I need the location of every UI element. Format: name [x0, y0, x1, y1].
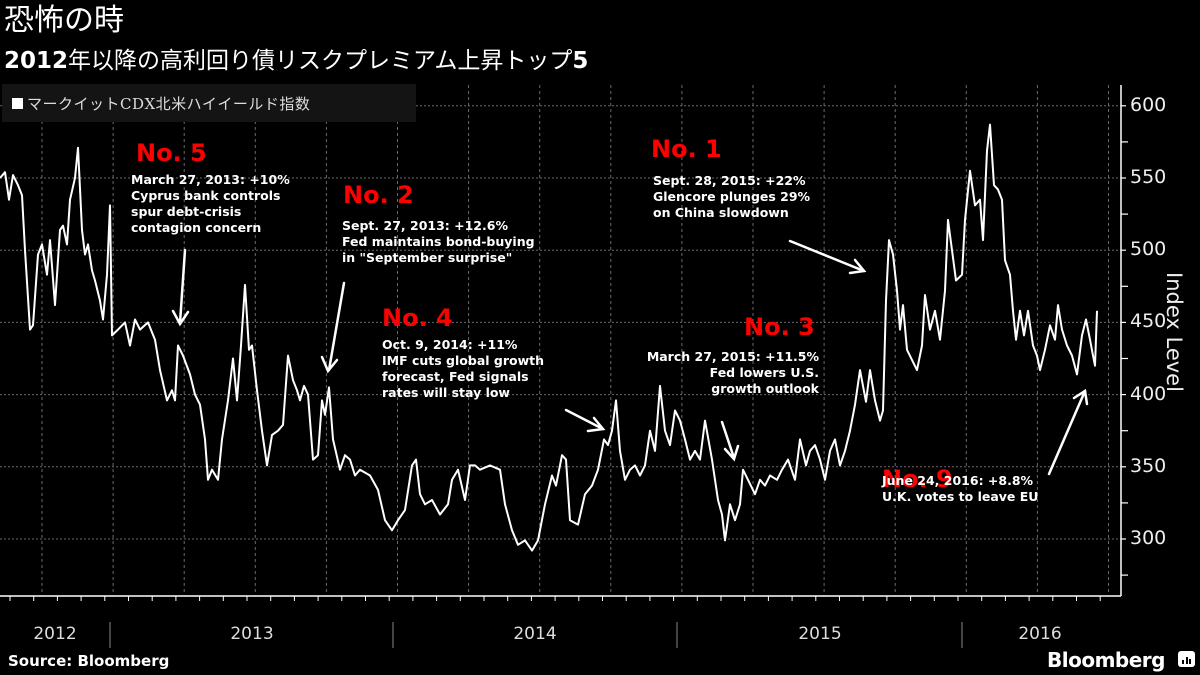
arrow-no3-icon	[720, 420, 740, 462]
x-year-label: 2014	[513, 624, 557, 644]
subtitle-text: 年以降の高利回り債リスクプレミアム上昇トップ	[68, 48, 573, 74]
x-year-label: 2013	[230, 624, 274, 644]
annotation-text-5: March 27, 2013: +10% Cyprus bank control…	[131, 172, 290, 235]
annotation-rank-2: No. 2	[343, 181, 414, 209]
annotation-rank-9: No. 9	[882, 465, 953, 493]
bloomberg-logo: Bloomberg	[1047, 648, 1165, 672]
annotation-text-9: June 24, 2016: +8.8% U.K. votes to leave…	[882, 473, 1039, 504]
x-year-label: 2012	[33, 624, 77, 644]
arrow-no1-icon	[788, 239, 867, 275]
subtitle-count: 5	[572, 48, 589, 74]
arrow-no4-icon	[564, 408, 606, 433]
arrow-no9-icon	[1047, 388, 1089, 476]
source-note: Source: Bloomberg	[8, 652, 170, 670]
subtitle-year: 2012	[4, 48, 69, 74]
annotation-text-2: Sept. 27, 2013: +12.6% Fed maintains bon…	[342, 218, 535, 265]
x-year-label: 2016	[1018, 624, 1062, 644]
annotation-rank-3: No. 3	[744, 313, 815, 341]
arrow-no2-icon	[320, 281, 346, 374]
chart-title: 恐怖の時	[4, 3, 124, 38]
axes	[0, 85, 1128, 648]
y-tick-label: 350	[1130, 454, 1167, 477]
legend: マークイットCDX北米ハイイールド指数	[2, 84, 416, 122]
annotation-text-3: March 27, 2015: +11.5% Fed lowers U.S. g…	[646, 349, 819, 396]
bloomberg-chart-icon	[1178, 651, 1195, 667]
chart-subtitle: 2012年以降の高利回り債リスクプレミアム上昇トップ5	[4, 46, 588, 76]
index-line	[0, 123, 1098, 552]
y-axis-title: Index Level	[1162, 272, 1186, 392]
y-tick-label: 300	[1130, 527, 1167, 549]
y-tick-label: 500	[1130, 238, 1167, 261]
legend-label: マークイットCDX北米ハイイールド指数	[27, 94, 311, 113]
y-tick-label: 400	[1130, 382, 1167, 405]
legend-swatch-icon	[12, 97, 23, 109]
annotation-rank-4: No. 4	[382, 304, 453, 332]
annotation-text-1: Sept. 28, 2015: +22% Glencore plunges 29…	[653, 173, 811, 220]
y-tick-label: 550	[1130, 166, 1167, 188]
annotation-arrows	[171, 239, 1089, 476]
annotation-rank-1: No. 1	[651, 135, 722, 163]
y-tick-label: 450	[1130, 310, 1167, 333]
arrow-no5-icon	[171, 248, 190, 327]
annotation-rank-5: No. 5	[136, 139, 207, 167]
y-tick-label: 600	[1130, 93, 1167, 116]
x-year-label: 2015	[798, 624, 842, 644]
annotation-text-4: Oct. 9, 2014: +11% IMF cuts global growt…	[382, 337, 545, 400]
